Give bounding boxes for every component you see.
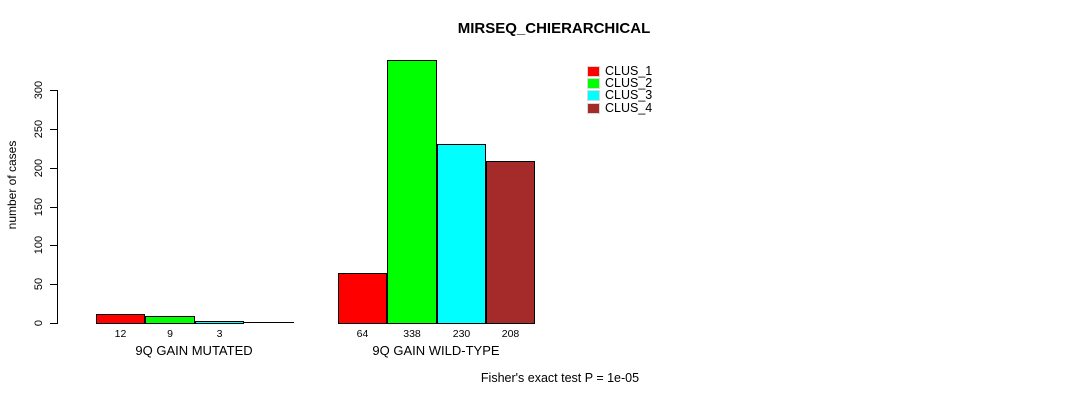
legend-swatch-clus_1 — [587, 66, 600, 77]
bar-value-label: 12 — [114, 328, 127, 340]
bar-clus_4-group1-zero — [244, 322, 294, 323]
legend-swatch-clus_2 — [587, 78, 600, 89]
y-tick-label: 300 — [33, 80, 45, 100]
y-axis-line — [57, 90, 58, 324]
bar-clus_2-group1 — [145, 316, 195, 324]
legend-label-clus_4: CLUS_4 — [605, 101, 653, 115]
bar-clus_4-group2 — [486, 161, 535, 324]
y-axis-tick — [50, 323, 57, 324]
legend-swatch-clus_3 — [587, 90, 600, 101]
y-tick-label: 100 — [33, 235, 45, 255]
legend-label-clus_2: CLUS_2 — [605, 76, 653, 90]
y-axis-tick — [50, 168, 57, 169]
legend-swatch-clus_4 — [587, 103, 600, 114]
bar-value-label: 9 — [167, 328, 173, 340]
bar-value-label: 230 — [452, 328, 471, 340]
y-axis-tick — [50, 245, 57, 246]
bar-clus_1-group1 — [96, 314, 145, 324]
y-tick-label: 50 — [33, 277, 45, 291]
bar-value-label: 64 — [356, 328, 369, 340]
legend-label-clus_1: CLUS_1 — [605, 64, 653, 78]
bar-clus_2-group2 — [387, 60, 437, 324]
y-axis-tick — [50, 207, 57, 208]
bar-clus_3-group2 — [437, 144, 486, 324]
bar-value-label: 3 — [216, 328, 223, 340]
y-axis-tick — [50, 284, 57, 285]
x-category-label-wild-type: 9Q GAIN WILD-TYPE — [372, 343, 500, 358]
bar-clus_3-group1 — [195, 321, 244, 324]
y-tick-label: 250 — [33, 119, 45, 139]
x-category-label-mutated: 9Q GAIN MUTATED — [135, 343, 253, 358]
y-tick-label: 150 — [33, 197, 45, 217]
y-axis-tick — [50, 90, 57, 91]
y-axis-tick — [50, 129, 57, 130]
legend-label-clus_3: CLUS_3 — [605, 88, 653, 102]
chart-title: MIRSEQ_CHIERARCHICAL — [457, 20, 651, 37]
y-tick-label: 0 — [33, 319, 45, 327]
y-axis-label: number of cases — [5, 140, 19, 230]
fisher-test-annotation: Fisher's exact test P = 1e-05 — [480, 371, 640, 385]
bar-value-label: 208 — [501, 328, 520, 340]
y-tick-label: 200 — [33, 158, 45, 178]
bar-value-label: 338 — [403, 328, 421, 340]
bar-clus_1-group2 — [338, 273, 387, 324]
